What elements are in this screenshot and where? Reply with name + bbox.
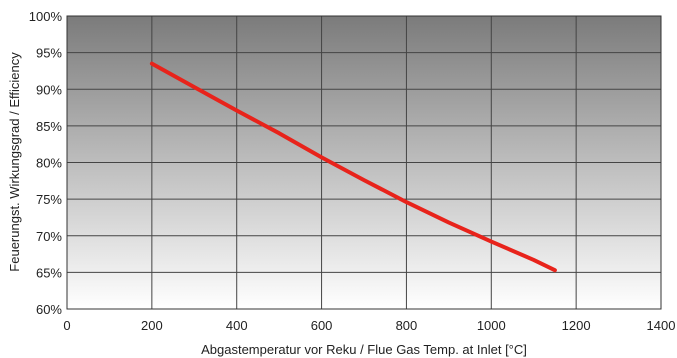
y-tick-label: 85% bbox=[36, 119, 62, 134]
efficiency-series-line bbox=[149, 61, 557, 273]
grid-lines bbox=[67, 16, 661, 309]
y-tick-label: 80% bbox=[36, 156, 62, 171]
x-tick-label: 400 bbox=[226, 318, 248, 333]
series-group bbox=[149, 61, 557, 273]
x-tick-labels: 0 200 400 600 800 1000 1200 1400 bbox=[63, 318, 675, 333]
x-tick-label: 800 bbox=[396, 318, 418, 333]
y-tick-label: 60% bbox=[36, 302, 62, 317]
y-tick-label: 100% bbox=[29, 9, 63, 24]
x-tick-label: 600 bbox=[311, 318, 333, 333]
x-tick-label: 1200 bbox=[562, 318, 591, 333]
y-tick-label: 90% bbox=[36, 82, 62, 97]
x-tick-label: 200 bbox=[141, 318, 163, 333]
y-tick-label: 65% bbox=[36, 265, 62, 280]
plot-frame bbox=[66, 15, 662, 310]
y-tick-label: 95% bbox=[36, 46, 62, 61]
y-tick-label: 70% bbox=[36, 229, 62, 244]
x-tick-label: 1400 bbox=[647, 318, 676, 333]
x-tick-label: 0 bbox=[63, 318, 70, 333]
x-axis-label: Abgastemperatur vor Reku / Flue Gas Temp… bbox=[201, 342, 527, 357]
y-tick-label: 75% bbox=[36, 192, 62, 207]
y-tick-labels: 60% 65% 70% 75% 80% 85% 90% 95% 100% bbox=[29, 9, 63, 317]
y-axis-label: Feuerungst. Wirkungsgrad / Efficiency bbox=[7, 52, 22, 272]
x-tick-label: 1000 bbox=[477, 318, 506, 333]
